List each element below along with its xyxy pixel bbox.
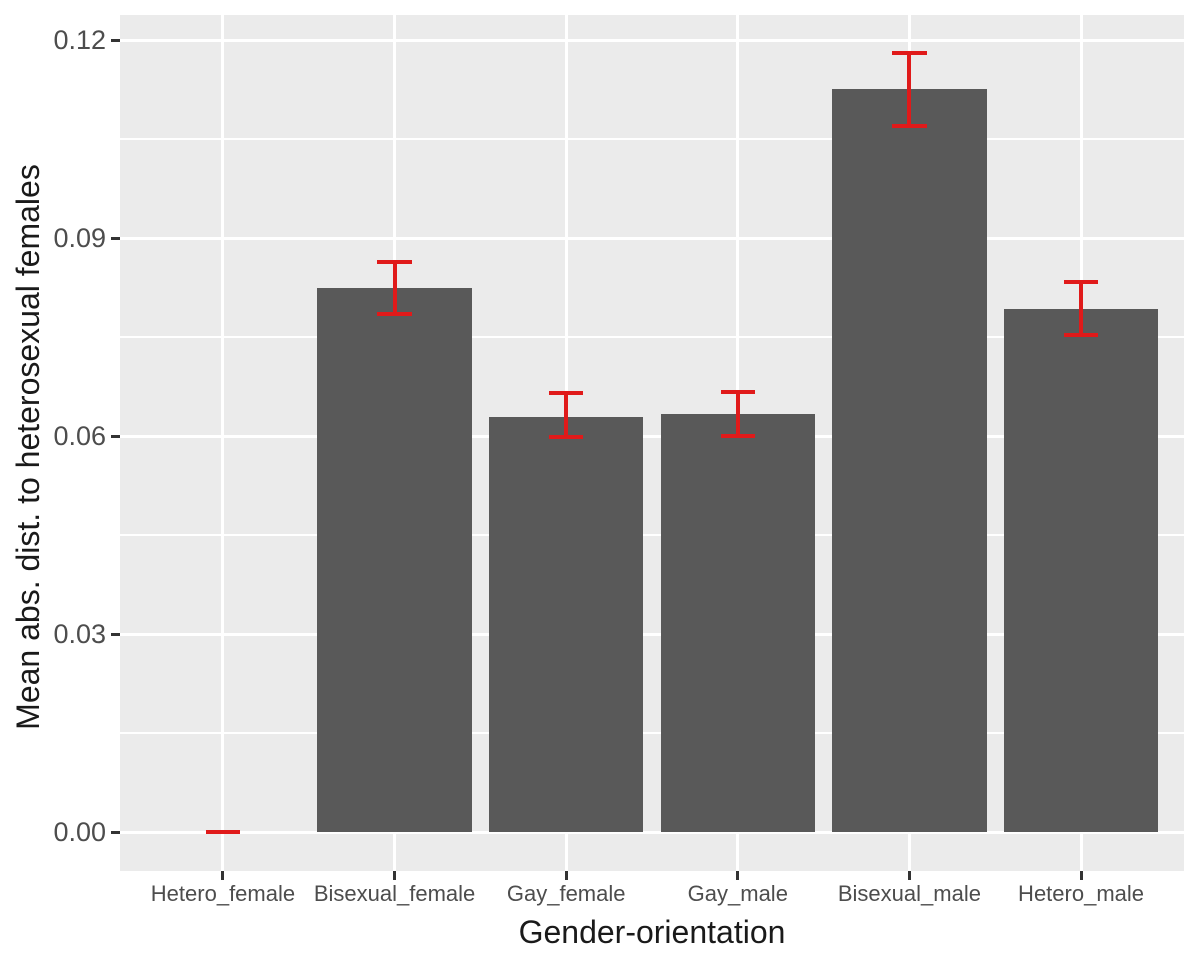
x-tick-mark (736, 871, 740, 880)
gridline-major-y (120, 38, 1184, 42)
gridline-major-y (120, 434, 1184, 438)
error-bar-stem (1079, 282, 1084, 336)
bar (317, 288, 472, 833)
y-tick-mark (111, 236, 120, 240)
gridline-major-x (221, 15, 225, 871)
x-tick-mark (564, 871, 568, 880)
x-tick-label: Gay_female (506, 881, 626, 906)
y-tick-label: 0.06 (53, 421, 106, 452)
x-axis-title: Gender-orientation (518, 914, 786, 950)
y-tick-label: 0.12 (53, 25, 106, 56)
x-tick-mark (393, 871, 397, 880)
x-tick-mark (221, 871, 225, 880)
bar (832, 88, 987, 833)
error-bar-cap-bottom (1063, 333, 1099, 338)
y-tick-mark (111, 38, 120, 42)
error-bar-cap-top (549, 391, 584, 396)
y-tick-label: 0.03 (53, 619, 106, 650)
gridline-minor-y (120, 732, 1184, 735)
error-bar-cap-bottom (720, 434, 755, 439)
error-bar-stem (735, 391, 740, 437)
gridline-major-y (120, 236, 1184, 240)
y-tick-label: 0.00 (53, 817, 106, 848)
x-tick-label: Hetero_female (150, 881, 296, 906)
error-bar-cap-top (720, 389, 755, 394)
x-tick-label: Hetero_male (1018, 881, 1145, 906)
bar (660, 414, 816, 833)
gridline-major-y (120, 830, 1184, 834)
error-bar-stem (907, 53, 912, 126)
plot-panel (120, 15, 1184, 871)
error-bar-cap-top (1063, 280, 1099, 285)
gridline-minor-y (120, 534, 1184, 537)
bar (488, 416, 644, 833)
error-bar-cap-top (377, 259, 412, 264)
x-tick-mark (907, 871, 911, 880)
gridline-minor-y (120, 138, 1184, 141)
y-tick-mark (111, 434, 120, 438)
error-bar-cap-bottom (549, 435, 584, 440)
bar (1003, 309, 1159, 833)
x-tick-label: Gay_male (687, 881, 788, 906)
error-bar-stem (392, 261, 397, 314)
error-bar-cap-bottom (892, 123, 927, 128)
x-tick-label: Bisexual_female (313, 881, 476, 906)
gridline-major-y (120, 632, 1184, 636)
error-bar-cap-bottom (377, 311, 412, 316)
x-tick-mark (1079, 871, 1083, 880)
y-tick-mark (111, 830, 120, 834)
error-bar-cap-top (892, 51, 927, 56)
x-tick-label: Bisexual_male (837, 881, 981, 906)
y-tick-mark (111, 632, 120, 636)
gridline-minor-y (120, 336, 1184, 339)
error-bar-stem (564, 393, 569, 438)
y-tick-label: 0.09 (53, 223, 106, 254)
error-bar-cap-bottom (205, 830, 241, 835)
